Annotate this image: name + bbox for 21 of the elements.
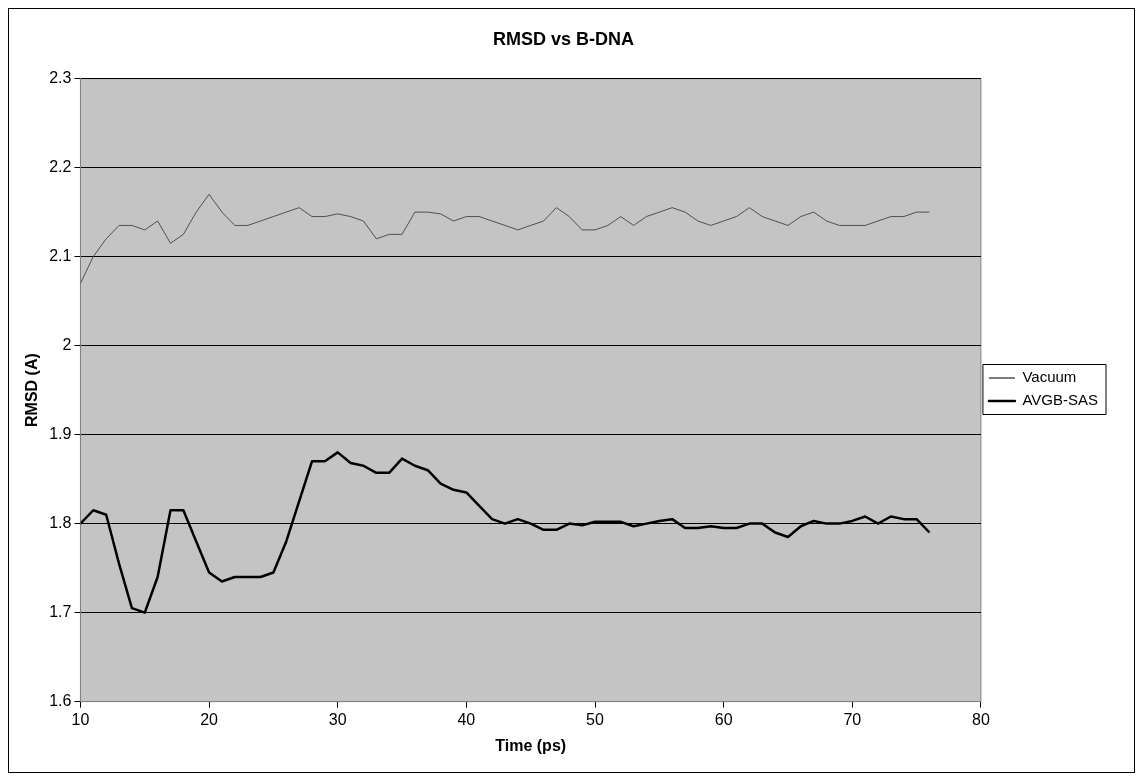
x-tick-label: 30 bbox=[328, 710, 347, 728]
x-axis-title: Time (ps) bbox=[495, 736, 567, 754]
x-tick-label: 40 bbox=[457, 710, 476, 728]
y-tick-label: 1.8 bbox=[49, 514, 72, 532]
x-tick-label: 20 bbox=[200, 710, 219, 728]
chart-title: RMSD vs B-DNA bbox=[492, 28, 635, 49]
legend-label: Vacuum bbox=[1022, 368, 1077, 386]
y-axis-title: RMSD (A) bbox=[23, 353, 41, 427]
x-tick-label: 60 bbox=[714, 710, 733, 728]
y-tick-label: 2.1 bbox=[49, 247, 72, 265]
y-tick-label: 1.6 bbox=[49, 692, 72, 710]
y-tick-label: 1.9 bbox=[49, 425, 72, 443]
y-tick-label: 2 bbox=[62, 336, 72, 354]
y-tick-label: 2.2 bbox=[49, 158, 72, 176]
x-tick-label: 50 bbox=[586, 710, 604, 728]
x-tick-label: 10 bbox=[71, 710, 90, 728]
x-tick-label: 70 bbox=[843, 710, 862, 728]
y-tick-label: 1.7 bbox=[49, 603, 72, 621]
y-tick-label: 2.3 bbox=[49, 69, 72, 87]
legend-label: AVGB-SAS bbox=[1022, 391, 1099, 409]
x-tick-label: 80 bbox=[972, 710, 990, 728]
